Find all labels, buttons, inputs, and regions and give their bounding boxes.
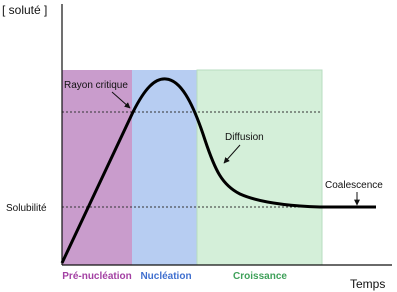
annotation: Coalescence (325, 180, 383, 191)
annotation-arrow (223, 144, 241, 164)
region-label: Pré-nucléation (62, 271, 131, 282)
region-label: Croissance (233, 271, 287, 282)
concentration-curve (60, 77, 376, 264)
region-nucleation (132, 70, 197, 265)
annotation: Diffusion (225, 132, 264, 143)
annotation-arrow (111, 91, 131, 109)
annotation: Rayon critique (64, 80, 128, 91)
region-croissance (196, 69, 323, 266)
y-axis-label: [ soluté ] (2, 3, 47, 17)
region-prenucleation (62, 70, 132, 265)
region-label: Nucléation (140, 271, 191, 282)
solubility-label: Solubilité (6, 203, 47, 214)
x-axis-label: Temps (350, 277, 385, 291)
